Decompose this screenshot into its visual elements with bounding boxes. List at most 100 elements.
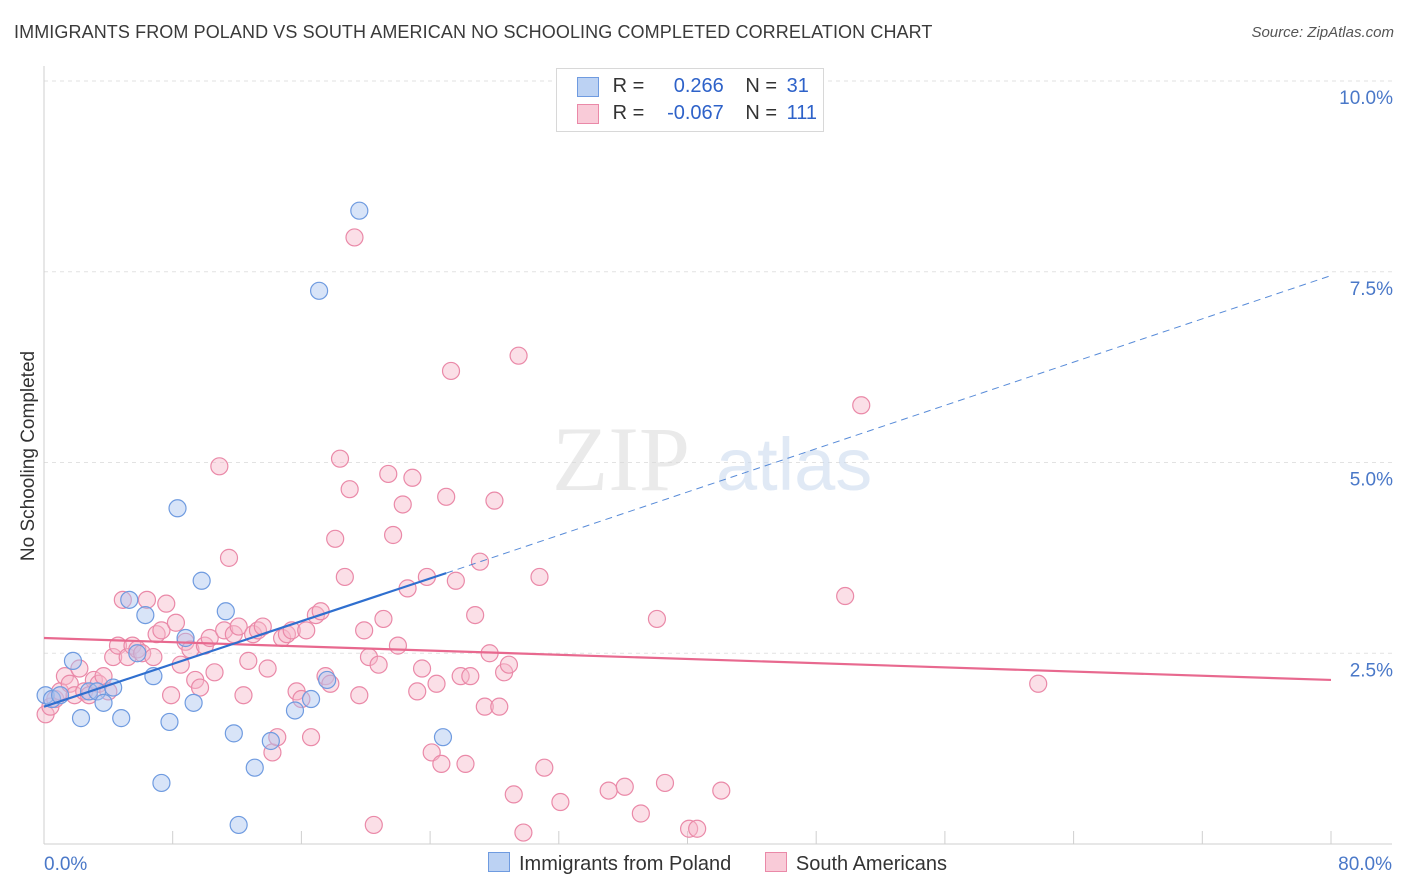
x-tick-label-min: 0.0% bbox=[44, 854, 87, 875]
correlation-legend: R = 0.266 N = 31 R = -0.067 N = 111 bbox=[556, 68, 824, 132]
legend-row-poland: R = 0.266 N = 31 bbox=[577, 75, 809, 101]
point-immigrants-from-poland bbox=[229, 815, 248, 835]
point-south-americans bbox=[118, 647, 137, 667]
point-immigrants-from-poland bbox=[94, 693, 113, 712]
point-south-americans bbox=[530, 567, 549, 587]
point-south-americans bbox=[466, 605, 485, 625]
point-south-americans bbox=[499, 655, 519, 674]
point-immigrants-from-poland bbox=[350, 201, 369, 220]
point-south-americans bbox=[374, 609, 393, 629]
point-immigrants-from-poland bbox=[112, 709, 131, 728]
x-axis-ticks bbox=[43, 831, 1332, 844]
legend-swatch-pink bbox=[764, 852, 787, 872]
y-tick-label: 10.0% bbox=[1339, 88, 1393, 109]
point-south-americans bbox=[166, 613, 186, 632]
point-south-americans bbox=[383, 525, 403, 545]
legend-label-poland: Immigrants from Poland bbox=[519, 853, 732, 875]
point-south-americans bbox=[133, 644, 152, 663]
point-south-americans bbox=[239, 651, 258, 670]
point-south-americans bbox=[412, 659, 432, 678]
point-south-americans bbox=[161, 686, 181, 705]
point-south-americans bbox=[345, 228, 364, 247]
point-south-americans bbox=[369, 655, 388, 674]
y-tick-label: 7.5% bbox=[1350, 279, 1393, 300]
trend-lines bbox=[43, 275, 1332, 708]
point-immigrants-from-poland bbox=[71, 709, 91, 728]
point-south-americans bbox=[152, 621, 171, 640]
point-south-americans bbox=[446, 571, 465, 590]
point-south-americans bbox=[456, 754, 475, 773]
watermark-zip: ZIP bbox=[552, 408, 690, 510]
watermark-atlas: atlas bbox=[716, 423, 872, 506]
point-immigrants-from-poland bbox=[261, 731, 280, 751]
point-south-americans bbox=[157, 594, 176, 613]
point-south-americans bbox=[461, 667, 480, 686]
point-immigrants-from-poland bbox=[245, 758, 264, 777]
series-immigrants-from-poland bbox=[36, 201, 453, 835]
point-south-americans bbox=[852, 396, 871, 415]
point-south-americans bbox=[514, 823, 533, 842]
legend-r-label: R = bbox=[612, 75, 645, 97]
point-south-americans bbox=[1029, 674, 1048, 693]
source-label: Source: ZipAtlas.com bbox=[1251, 24, 1394, 41]
trend-line-south-americans bbox=[43, 636, 1332, 682]
point-south-americans bbox=[490, 697, 509, 716]
point-south-americans bbox=[379, 464, 398, 484]
series-south-americans bbox=[36, 228, 1048, 842]
point-immigrants-from-poland bbox=[168, 499, 187, 518]
point-immigrants-from-poland bbox=[192, 571, 211, 590]
point-south-americans bbox=[364, 815, 383, 835]
y-axis-tick-labels: 2.5% 5.0% 7.5% 10.0% bbox=[1339, 88, 1393, 681]
point-immigrants-from-poland bbox=[160, 712, 179, 732]
point-south-americans bbox=[297, 621, 316, 640]
point-immigrants-from-poland bbox=[224, 724, 243, 743]
point-south-americans bbox=[234, 686, 253, 705]
point-south-americans bbox=[340, 480, 359, 499]
point-south-americans bbox=[437, 487, 456, 506]
point-south-americans bbox=[292, 689, 311, 709]
point-south-americans bbox=[205, 663, 224, 682]
point-south-americans bbox=[219, 548, 239, 567]
point-immigrants-from-poland bbox=[301, 689, 321, 709]
point-south-americans bbox=[258, 659, 277, 678]
point-south-americans bbox=[441, 361, 461, 381]
point-immigrants-from-poland bbox=[285, 701, 305, 720]
point-south-americans bbox=[836, 586, 855, 606]
point-immigrants-from-poland bbox=[184, 693, 203, 712]
point-south-americans bbox=[427, 674, 446, 693]
point-immigrants-from-poland bbox=[152, 773, 171, 793]
y-tick-label: 2.5% bbox=[1350, 660, 1393, 681]
legend-item-poland: Immigrants from Poland bbox=[488, 852, 731, 876]
point-south-americans bbox=[65, 686, 84, 705]
legend-n-value: 31 bbox=[786, 75, 809, 97]
point-immigrants-from-poland bbox=[128, 644, 147, 663]
trend-line-poland bbox=[43, 572, 447, 708]
legend-n-value: 111 bbox=[786, 102, 818, 124]
legend-n-label: N = bbox=[745, 102, 778, 124]
point-south-americans bbox=[335, 567, 354, 587]
point-south-americans bbox=[403, 468, 422, 487]
point-south-americans bbox=[215, 621, 234, 640]
point-south-americans bbox=[615, 777, 634, 796]
point-immigrants-from-poland bbox=[216, 602, 235, 621]
point-immigrants-from-poland bbox=[136, 605, 155, 625]
legend-r-label: R = bbox=[612, 102, 645, 124]
y-tick-label: 5.0% bbox=[1350, 470, 1393, 491]
y-axis-label: No Schooling Completed bbox=[18, 351, 39, 561]
point-south-americans bbox=[551, 792, 570, 812]
point-south-americans bbox=[70, 659, 89, 678]
legend-n-label: N = bbox=[745, 75, 778, 97]
grid-lines bbox=[44, 80, 1392, 654]
point-south-americans bbox=[535, 758, 554, 777]
point-south-americans bbox=[393, 495, 412, 514]
legend-r-value: -0.067 bbox=[667, 102, 724, 124]
watermark: ZIP atlas bbox=[552, 408, 872, 510]
point-south-americans bbox=[326, 529, 345, 548]
point-south-americans bbox=[485, 491, 504, 510]
legend-label-south-americans: South Americans bbox=[795, 853, 948, 875]
point-south-americans bbox=[504, 785, 523, 804]
point-south-americans bbox=[301, 728, 321, 747]
point-south-americans bbox=[647, 609, 667, 629]
point-south-americans bbox=[451, 667, 470, 686]
